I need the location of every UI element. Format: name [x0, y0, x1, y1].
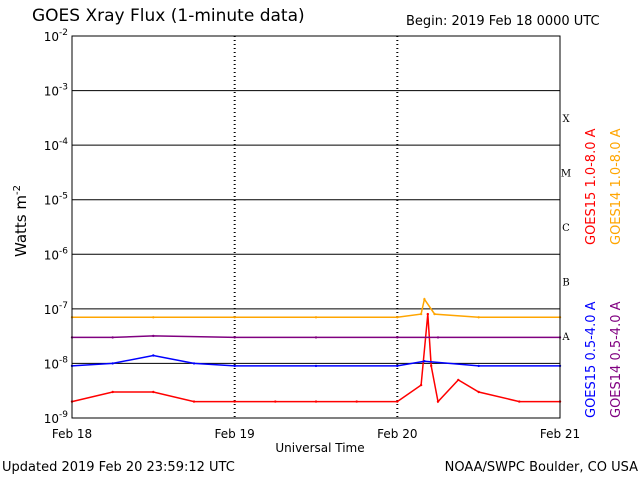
updated-time: Updated 2019 Feb 20 23:59:12 UTC — [2, 460, 235, 475]
y-tick-label: 10-3 — [44, 83, 68, 99]
data-point — [111, 390, 114, 394]
flare-class-label: C — [562, 223, 570, 234]
data-point — [111, 362, 114, 365]
data-point — [152, 316, 155, 319]
begin-time: Begin: 2019 Feb 18 0000 UTC — [406, 14, 600, 29]
x-axis-label: Universal Time — [275, 441, 365, 455]
x-tick-label: Feb 21 — [540, 427, 580, 441]
data-point — [477, 316, 480, 319]
y-ticks: 10-2 10-3 10-4 10-5 10-6 10-7 10-8 10-9 — [44, 28, 69, 426]
data-point — [233, 364, 236, 368]
data-point — [396, 400, 399, 403]
series-line — [72, 335, 560, 339]
data-point — [152, 390, 155, 394]
flare-class-label: M — [561, 168, 571, 179]
legend-goes15-long: GOES15 1.0-8.0 A — [584, 128, 599, 245]
data-point — [423, 298, 426, 301]
y-tick-label: 10-4 — [44, 137, 69, 153]
data-point — [111, 336, 114, 339]
x-tick-label: Feb 19 — [214, 427, 254, 441]
data-point — [396, 316, 399, 319]
data-point — [419, 312, 423, 316]
plot-frame — [71, 35, 561, 419]
data-point — [233, 316, 236, 319]
y-tick-label: 10-2 — [44, 28, 68, 44]
flare-class-label: A — [561, 332, 570, 343]
y-tick-label: 10-6 — [44, 246, 69, 262]
data-point — [274, 400, 277, 403]
chart-title: GOES Xray Flux (1-minute data) — [32, 6, 305, 26]
data-point — [457, 378, 460, 382]
data-point — [314, 364, 318, 368]
data-point — [430, 364, 433, 368]
x-ticks: Feb 18 Feb 19 Feb 20 Feb 21 — [52, 427, 580, 441]
grid — [72, 35, 560, 419]
legend-goes15-short: GOES15 0.5-4.0 A — [584, 301, 599, 418]
series-line — [71, 314, 560, 404]
series-group — [70, 297, 562, 404]
data-point — [436, 336, 440, 339]
source: NOAA/SWPC Boulder, CO USA — [444, 460, 638, 475]
data-point — [152, 354, 155, 357]
x-tick-label: Feb 18 — [52, 427, 92, 441]
legend-goes14-long: GOES14 1.0-8.0 A — [609, 128, 624, 245]
data-point — [419, 383, 423, 387]
data-point — [314, 336, 318, 339]
data-point — [396, 364, 399, 368]
y-tick-label: 10-8 — [44, 355, 69, 371]
y-tick-label: 10-5 — [44, 192, 68, 208]
y-tick-label: 10-9 — [44, 410, 69, 426]
x-tick-label: Feb 20 — [377, 427, 417, 441]
flare-class-label: X — [562, 114, 570, 125]
series-line — [72, 297, 560, 319]
data-point — [192, 362, 196, 365]
data-point — [314, 400, 318, 403]
data-point — [314, 316, 318, 319]
data-point — [518, 400, 521, 403]
data-point — [477, 364, 480, 368]
y-tick-label: 10-7 — [44, 301, 68, 317]
data-point — [355, 400, 358, 403]
legend-goes14-short: GOES14 0.5-4.0 A — [609, 301, 624, 418]
flare-class-labels: X M C B A — [561, 114, 571, 343]
data-point — [192, 400, 196, 403]
data-point — [426, 312, 429, 316]
data-point — [152, 334, 155, 338]
data-point — [423, 360, 426, 363]
data-point — [396, 336, 399, 339]
data-point — [477, 390, 480, 394]
data-point — [436, 400, 440, 403]
data-point — [233, 400, 236, 403]
data-point — [233, 336, 236, 339]
data-point — [433, 312, 436, 316]
series-line — [71, 354, 560, 367]
flare-class-label: B — [562, 278, 569, 289]
